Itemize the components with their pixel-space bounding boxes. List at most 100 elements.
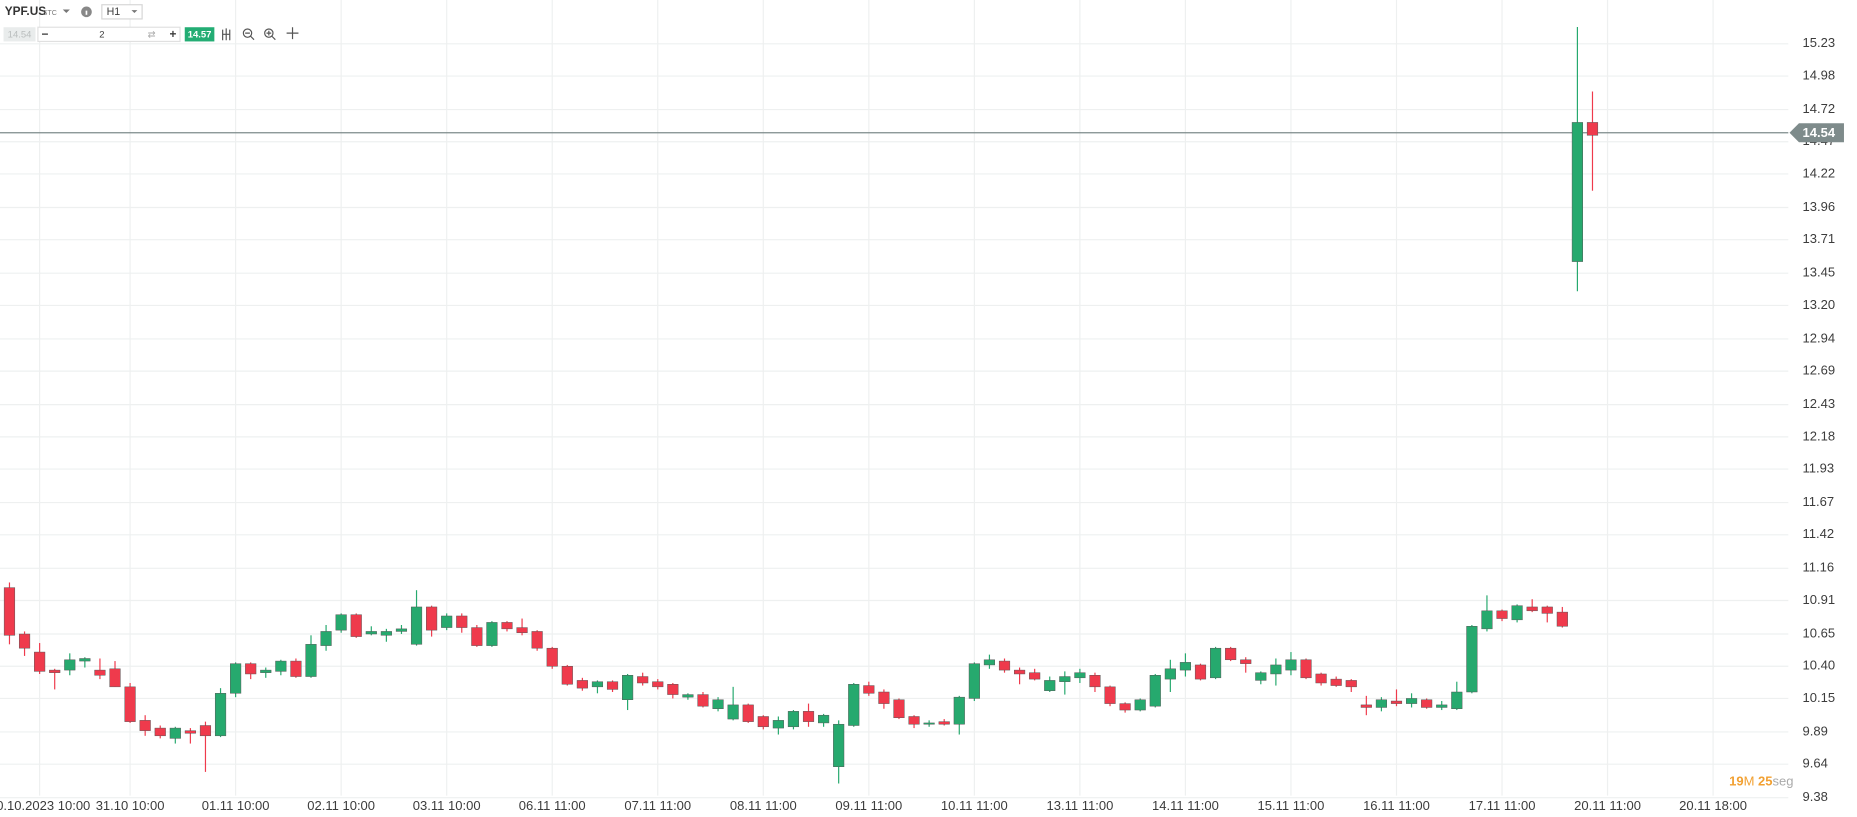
x-tick-label: 17.11 11:00 xyxy=(1469,798,1536,813)
candle-body xyxy=(109,668,121,688)
y-tick-label: 12.43 xyxy=(1803,396,1836,411)
volume-box xyxy=(37,26,181,43)
candle-body xyxy=(983,659,995,666)
candle-body xyxy=(1179,662,1191,671)
candle-body xyxy=(923,722,935,725)
x-tick-label: 10.11 11:00 xyxy=(941,798,1008,813)
chart-type-icon[interactable] xyxy=(222,28,231,41)
candle-body xyxy=(682,694,694,698)
candle-body xyxy=(1375,699,1387,708)
increase-button[interactable]: + xyxy=(169,27,176,41)
info-glyph xyxy=(85,10,88,15)
candle-body xyxy=(365,631,377,635)
interval-dropdown xyxy=(131,10,138,14)
candle-body xyxy=(426,606,438,631)
y-tick-label: 12.69 xyxy=(1803,363,1836,378)
candle-body xyxy=(1089,675,1101,688)
candle-body xyxy=(576,680,588,689)
candle-body xyxy=(1511,605,1523,621)
candle-body xyxy=(18,633,31,649)
candle-body xyxy=(154,727,166,737)
candle-body xyxy=(772,720,784,729)
candle-body xyxy=(139,720,151,731)
interval-select[interactable] xyxy=(101,4,143,20)
countdown: 19M 25seg xyxy=(1729,774,1793,789)
y-tick-label: 11.42 xyxy=(1803,526,1835,541)
x-tick-label: 14.11 11:00 xyxy=(1152,798,1219,813)
y-tick-label: 11.67 xyxy=(1803,494,1835,509)
volume[interactable]: 2 xyxy=(99,29,104,40)
countdown-seconds-unit: seg xyxy=(1772,774,1793,789)
x-tick-label: 07.11 11:00 xyxy=(624,798,691,813)
current-price-tag xyxy=(1789,123,1844,143)
chart-tools xyxy=(222,27,299,41)
candle-body xyxy=(64,659,76,671)
x-tick-label: 30.10.2023 10:00 xyxy=(0,798,90,813)
candle-body xyxy=(1526,606,1538,612)
candle-body xyxy=(1270,664,1282,675)
candle-body xyxy=(1390,700,1403,704)
zoom-in-glyph xyxy=(266,30,276,41)
candle-body xyxy=(1134,699,1146,711)
candle-body xyxy=(335,614,347,631)
y-tick-label: 15.23 xyxy=(1803,35,1836,50)
candle-body xyxy=(395,628,408,632)
candle-body xyxy=(214,693,227,737)
countdown-minutes: 19 xyxy=(1729,774,1743,789)
x-tick-label: 01.11 10:00 xyxy=(202,798,270,813)
candle-body xyxy=(1496,610,1508,619)
decrease-button[interactable]: − xyxy=(42,27,49,41)
candle-body xyxy=(1194,664,1207,680)
candle-body xyxy=(968,663,980,699)
candle-body xyxy=(652,681,664,688)
candle-body xyxy=(34,651,46,672)
zoom-out-icon[interactable] xyxy=(242,28,253,38)
crosshair-icon[interactable] xyxy=(286,27,299,40)
candle-body xyxy=(546,647,558,667)
candle-body xyxy=(908,716,920,725)
candle-body xyxy=(561,665,573,685)
candle-body xyxy=(1556,611,1568,627)
x-tick-label: 02.11 10:00 xyxy=(307,798,375,813)
y-tick-label: 12.94 xyxy=(1803,330,1836,345)
y-tick-label: 13.20 xyxy=(1803,297,1836,312)
exchange: STC xyxy=(43,9,57,17)
candle-body xyxy=(486,622,498,646)
candle-body xyxy=(637,676,649,684)
x-tick-label: 15.11 11:00 xyxy=(1258,798,1325,813)
candle-body xyxy=(305,644,317,677)
candle-body xyxy=(1044,680,1056,691)
candle-body xyxy=(1345,680,1357,688)
swap-icon[interactable]: ⇄ xyxy=(148,29,156,40)
symbol[interactable]: YPF.US xyxy=(5,4,47,18)
candle-body xyxy=(1285,659,1297,671)
candle-body xyxy=(667,684,679,695)
zoom-in-icon[interactable] xyxy=(264,28,274,38)
bid: 14.54 xyxy=(8,29,32,40)
candle-body xyxy=(1360,704,1372,708)
candle-body xyxy=(410,606,423,645)
candle-body xyxy=(757,716,769,728)
candle-body xyxy=(591,681,604,688)
candle-body xyxy=(606,681,619,690)
candle-body xyxy=(1451,691,1463,709)
symbol-dropdown[interactable] xyxy=(62,9,70,14)
candle-body xyxy=(998,660,1011,671)
candle-body xyxy=(441,615,453,628)
candle-body xyxy=(1571,122,1583,262)
candle-body xyxy=(320,631,332,646)
candle-body xyxy=(1406,698,1418,704)
y-tick-label: 13.96 xyxy=(1803,199,1836,214)
ask-box[interactable] xyxy=(184,27,215,42)
candle-body xyxy=(1029,672,1041,680)
candle-body xyxy=(79,658,91,662)
candle-body xyxy=(953,696,965,725)
candle-body xyxy=(1315,673,1327,684)
y-tick-label: 14.72 xyxy=(1803,101,1836,116)
candle-body xyxy=(622,675,634,700)
candle-body xyxy=(230,663,242,694)
candle-body xyxy=(697,694,709,707)
bid-box[interactable] xyxy=(3,27,36,42)
